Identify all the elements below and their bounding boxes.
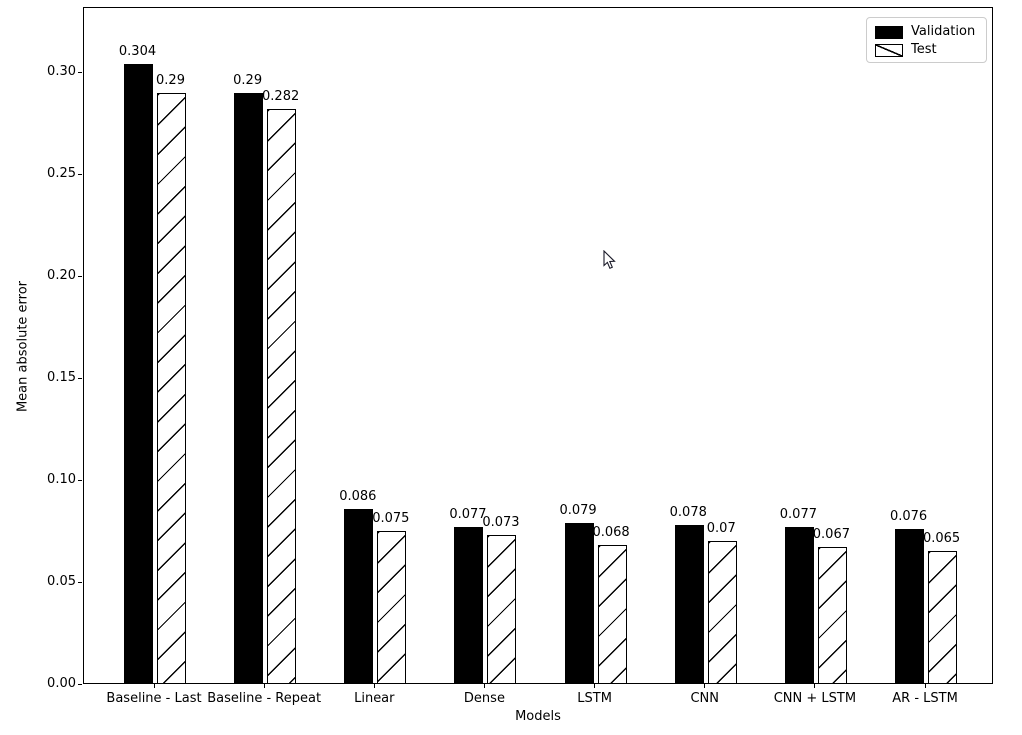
validation-bar-5	[564, 522, 594, 684]
legend-item-validation: Validation	[875, 23, 978, 41]
bar-value-label: 0.073	[482, 515, 520, 531]
bar-value-label: 0.29	[233, 72, 263, 88]
y-tick-label: 0.25	[47, 166, 76, 182]
x-tick-label: AR - LSTM	[892, 691, 958, 706]
validation-swatch-icon	[875, 25, 903, 39]
legend-item-test: Test	[875, 41, 978, 59]
test-swatch-icon	[875, 43, 903, 57]
test-bar-6	[707, 541, 737, 684]
bar-value-label: 0.065	[922, 531, 961, 547]
validation-bar-3	[344, 508, 374, 684]
y-tick-mark	[78, 479, 82, 481]
y-tick-label: 0.30	[47, 64, 76, 80]
test-bar-7	[817, 547, 847, 684]
legend: Validation Test	[866, 17, 987, 63]
validation-bar-8	[895, 529, 925, 684]
bar-value-label: 0.075	[372, 511, 410, 527]
bar-value-label: 0.086	[339, 488, 377, 504]
test-bar-8	[928, 551, 958, 684]
y-tick-mark	[78, 581, 82, 583]
validation-bar-4	[454, 526, 484, 684]
validation-bar-2	[234, 92, 264, 684]
y-tick-mark	[78, 377, 82, 379]
y-tick-mark	[78, 173, 82, 175]
x-tick-label: Linear	[354, 691, 395, 706]
bar-value-label: 0.077	[449, 506, 487, 522]
x-tick-mark	[373, 684, 375, 688]
mouse-cursor-icon	[603, 250, 616, 270]
y-tick-mark	[78, 71, 82, 73]
test-bar-1	[157, 92, 186, 684]
bar-value-label: 0.29	[156, 72, 185, 88]
x-tick-mark	[594, 684, 596, 688]
legend-label: Test	[911, 42, 937, 57]
y-axis-title: Mean absolute error	[15, 280, 31, 413]
validation-bar-7	[784, 526, 814, 684]
bar-value-label: 0.077	[779, 506, 817, 522]
x-tick-mark	[924, 684, 926, 688]
x-tick-label: CNN + LSTM	[773, 691, 857, 706]
plot-area	[83, 7, 993, 684]
legend-label: Validation	[911, 24, 976, 39]
y-tick-label: 0.15	[47, 370, 76, 386]
test-bar-5	[597, 545, 627, 684]
bar-value-label: 0.078	[669, 504, 707, 520]
x-tick-mark	[483, 684, 485, 688]
bar-value-label: 0.304	[118, 44, 157, 60]
bar-value-label: 0.282	[262, 88, 300, 104]
x-tick-mark	[263, 684, 265, 688]
x-tick-mark	[153, 684, 155, 688]
y-tick-label: 0.00	[47, 676, 76, 691]
validation-bar-1	[124, 64, 153, 684]
bar-value-label: 0.07	[706, 521, 736, 537]
y-tick-label: 0.05	[47, 574, 76, 590]
y-tick-label: 0.10	[47, 472, 76, 488]
x-tick-label: Baseline - Last	[106, 691, 202, 706]
bar-value-label: 0.076	[889, 509, 928, 525]
test-bar-2	[267, 108, 297, 684]
x-tick-mark	[814, 684, 816, 688]
x-tick-mark	[704, 684, 706, 688]
y-tick-mark	[78, 275, 82, 277]
validation-bar-6	[674, 524, 704, 684]
y-tick-mark	[78, 683, 82, 685]
bar-value-label: 0.079	[559, 502, 597, 518]
x-axis-title: Models	[515, 709, 561, 724]
test-bar-4	[487, 535, 517, 684]
bar-value-label: 0.068	[592, 525, 630, 541]
bar-value-label: 0.067	[812, 527, 850, 543]
test-bar-3	[377, 531, 407, 684]
y-tick-label: 0.20	[47, 268, 76, 284]
x-tick-label: Baseline - Repeat	[207, 691, 322, 706]
x-tick-label: Dense	[463, 691, 505, 706]
x-tick-label: LSTM	[577, 691, 612, 706]
x-tick-label: CNN	[690, 691, 720, 706]
